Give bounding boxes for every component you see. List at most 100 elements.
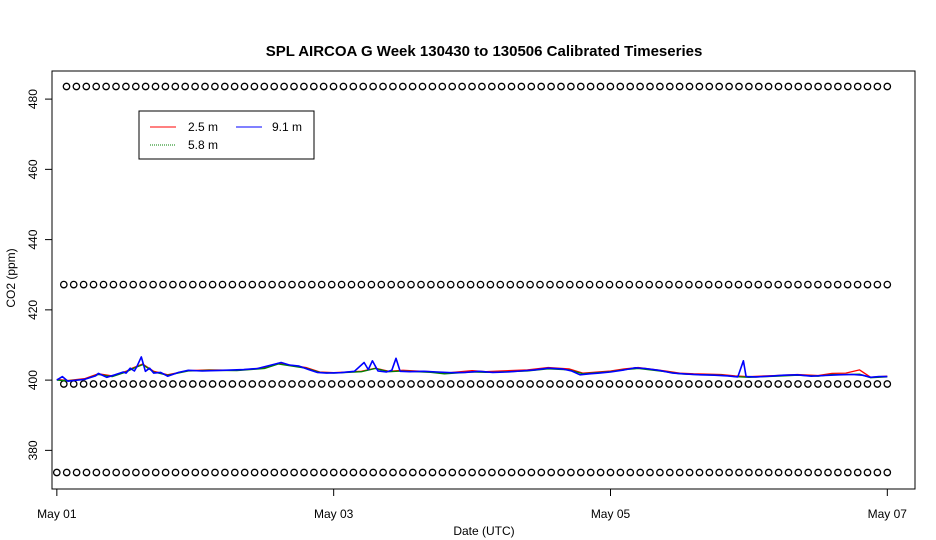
reference-marker-point — [476, 380, 485, 388]
reference-marker-point — [389, 82, 397, 91]
reference-marker-point — [725, 82, 733, 91]
reference-marker-point — [547, 82, 555, 91]
reference-marker-point — [804, 468, 813, 477]
reference-marker-point — [280, 82, 288, 91]
reference-marker-point — [377, 380, 386, 388]
reference-marker-point — [407, 380, 415, 388]
reference-marker-point — [377, 280, 386, 289]
reference-marker-point — [367, 380, 376, 388]
reference-marker-point — [804, 280, 812, 289]
reference-marker-point — [883, 380, 892, 388]
reference-marker-point — [211, 468, 219, 477]
reference-marker-point — [685, 468, 694, 477]
reference-marker-point — [159, 380, 167, 388]
reference-marker-point — [863, 468, 872, 477]
reference-marker-point — [317, 380, 326, 388]
reference-marker-point — [694, 280, 703, 289]
reference-marker-point — [705, 82, 714, 91]
reference-marker-point — [268, 280, 276, 289]
reference-marker-point — [735, 82, 743, 91]
reference-marker-point — [843, 280, 852, 289]
reference-marker-point — [863, 280, 872, 289]
reference-marker-point — [814, 380, 822, 388]
reference-marker-point — [516, 280, 525, 289]
reference-marker-point — [685, 380, 693, 388]
reference-marker-point — [191, 468, 200, 477]
reference-marker-point — [556, 280, 564, 289]
reference-marker-point — [317, 280, 326, 289]
reference-marker-point — [735, 468, 743, 477]
reference-marker-point — [466, 380, 475, 388]
y-axis: 380 400 420 440 460 480 — [26, 89, 53, 460]
reference-marker-point — [557, 468, 565, 477]
reference-marker-point — [496, 380, 505, 388]
reference-marker-point — [496, 280, 505, 289]
reference-marker-point — [824, 82, 832, 91]
reference-marker-point — [546, 380, 554, 388]
reference-marker-point — [379, 82, 387, 91]
reference-marker-point — [278, 380, 286, 388]
reference-marker-point — [181, 82, 190, 91]
y-tick-label: 380 — [26, 440, 40, 460]
reference-marker-point — [329, 468, 338, 477]
reference-marker-point — [834, 468, 842, 477]
reference-marker-point — [109, 280, 118, 289]
reference-marker-point — [339, 468, 348, 477]
reference-marker-point — [734, 280, 743, 289]
reference-marker-point — [349, 468, 358, 477]
reference-marker-point — [238, 280, 247, 289]
reference-marker-point — [99, 380, 108, 388]
reference-marker-point — [399, 468, 407, 477]
reference-marker-point — [171, 82, 180, 91]
reference-marker-point — [636, 82, 644, 91]
reference-marker-point — [248, 380, 257, 388]
reference-marker-point — [418, 82, 427, 91]
reference-marker-point — [754, 280, 763, 289]
reference-marker-point — [497, 82, 506, 91]
reference-marker-point — [537, 82, 546, 91]
reference-marker-point — [754, 380, 763, 388]
reference-marker-point — [240, 82, 249, 91]
x-tick-label: May 05 — [591, 507, 631, 521]
reference-marker-point — [141, 82, 150, 91]
reference-marker-point — [834, 82, 842, 91]
reference-marker-point — [646, 468, 654, 477]
reference-marker-point — [478, 468, 486, 477]
reference-marker-point — [448, 468, 457, 477]
reference-marker-point — [270, 82, 279, 91]
reference-marker-point — [547, 468, 556, 477]
reference-marker-point — [122, 468, 130, 477]
reference-marker-point — [606, 82, 615, 91]
reference-marker-point — [288, 380, 296, 388]
reference-marker-point — [387, 380, 396, 388]
reference-marker-point — [488, 468, 496, 477]
reference-marker-point — [616, 468, 625, 477]
reference-marker-point — [428, 82, 437, 91]
reference-marker-point — [349, 82, 358, 91]
reference-marker-point — [89, 380, 98, 388]
reference-marker-point — [319, 82, 328, 91]
x-axis-label: Date (UTC) — [453, 524, 514, 538]
reference-marker-point — [656, 468, 664, 477]
reference-marker-point — [863, 82, 872, 91]
reference-marker-point — [357, 380, 366, 388]
reference-marker-point — [784, 82, 793, 91]
reference-marker-point — [645, 380, 654, 388]
reference-marker-point — [557, 82, 565, 91]
reference-marker-point — [794, 82, 803, 91]
reference-marker-point — [724, 380, 733, 388]
reference-marker-point — [397, 380, 405, 388]
reference-marker-point — [466, 280, 475, 289]
reference-marker-point — [208, 280, 217, 289]
reference-marker-point — [853, 82, 862, 91]
series-line-9-1-m — [56, 356, 888, 382]
reference-marker-point — [379, 468, 387, 477]
reference-marker-point — [883, 82, 892, 91]
reference-marker-point — [250, 82, 259, 91]
reference-marker-point — [883, 468, 892, 477]
reference-marker-point — [290, 82, 298, 91]
reference-marker-point — [626, 82, 635, 91]
reference-marker-point — [734, 380, 743, 388]
reference-marker-point — [122, 82, 130, 91]
reference-marker-point — [218, 380, 227, 388]
